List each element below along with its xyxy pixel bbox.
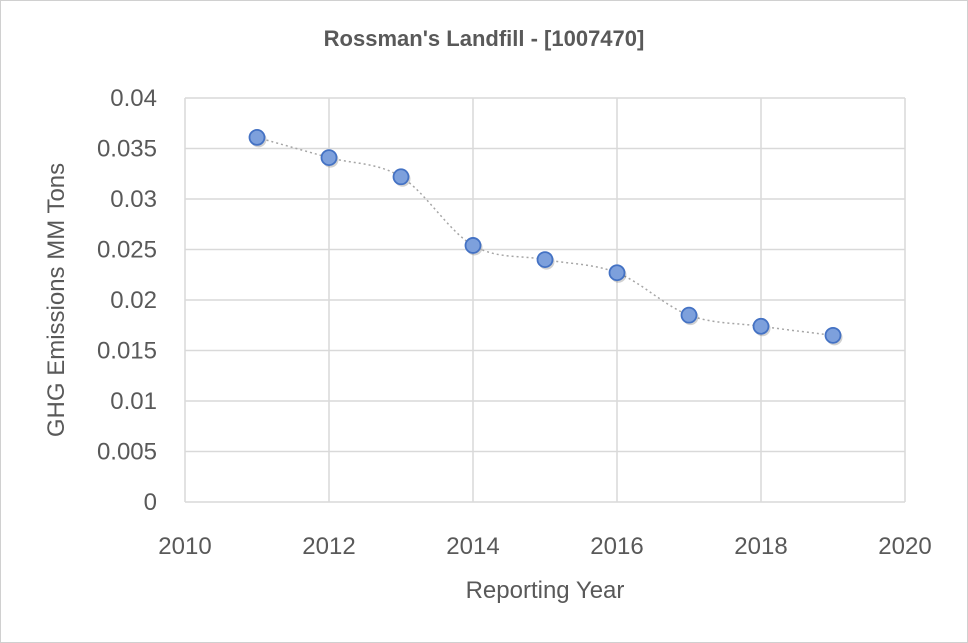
- data-point: [320, 149, 338, 166]
- y-tick-label: 0.02: [110, 287, 157, 314]
- x-axis-title: Reporting Year: [466, 577, 625, 604]
- x-tick-label: 2016: [590, 533, 643, 560]
- data-point: [464, 237, 482, 254]
- gridlines: [184, 97, 906, 503]
- data-point: [824, 326, 842, 344]
- y-axis-title: GHG Emissions MM Tons: [43, 163, 70, 437]
- chart-title: Rossman's Landfill - [1007470]: [323, 26, 645, 51]
- y-tick-label: 0.025: [97, 237, 157, 264]
- data-point: [248, 128, 266, 146]
- y-tick-label: 0.01: [110, 388, 157, 415]
- y-tick-label: 0.005: [97, 439, 157, 466]
- data-point: [536, 251, 554, 269]
- y-tick-label: 0.035: [97, 136, 157, 163]
- x-tick-label: 2020: [878, 533, 931, 560]
- y-tick-label: 0.03: [110, 186, 157, 213]
- data-point: [392, 168, 410, 186]
- y-tick-labels: 0 0.005 0.01 0.015 0.02 0.025 0.03 0.035 0.04: [97, 85, 157, 516]
- y-tick-label: 0.04: [110, 85, 157, 112]
- y-tick-label: 0.015: [97, 338, 157, 365]
- y-tick-label: 0: [144, 489, 157, 516]
- series-connector-line: [256, 136, 834, 337]
- data-point: [680, 306, 698, 324]
- x-tick-label: 2012: [302, 533, 355, 560]
- data-points: [248, 128, 843, 346]
- x-tick-label: 2018: [734, 533, 787, 560]
- x-tick-label: 2010: [158, 533, 211, 560]
- data-point: [752, 317, 770, 335]
- data-point: [608, 264, 626, 282]
- x-tick-labels: 2010 2012 2014 2016 2018 2020: [158, 533, 931, 560]
- x-tick-label: 2014: [446, 533, 499, 560]
